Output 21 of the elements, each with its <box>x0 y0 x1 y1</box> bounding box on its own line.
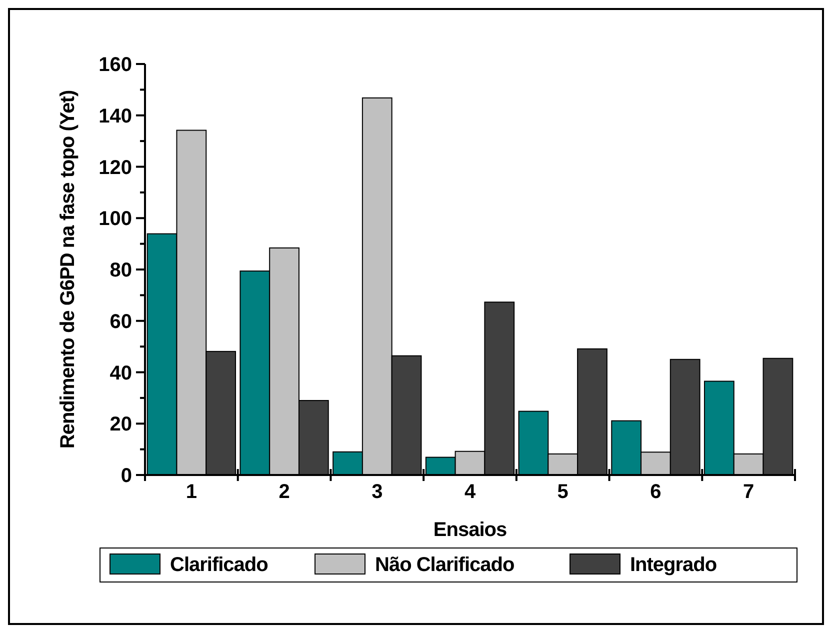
legend-label: Clarificado <box>170 554 268 576</box>
x-tick-label: 5 <box>557 481 568 503</box>
x-tick-label: 2 <box>278 481 290 503</box>
y-tick-label: 140 <box>98 105 132 128</box>
legend-label: Não Clarificado <box>375 554 514 576</box>
y-tick-label: 60 <box>110 310 132 333</box>
y-tick-label: 80 <box>110 260 132 282</box>
y-axis-title: Rendimento de G6PD na fase topo (Yet) <box>57 90 79 449</box>
x-tick-label: 7 <box>743 481 754 503</box>
x-tick-label: 1 <box>186 481 197 503</box>
y-tick-label: 160 <box>98 54 132 76</box>
y-tick-label: 20 <box>110 414 132 436</box>
x-tick-label: 3 <box>372 481 383 503</box>
y-tick-label: 120 <box>98 156 132 179</box>
legend-label: Integrado <box>630 554 717 576</box>
y-tick-label: 40 <box>110 362 132 384</box>
x-tick-label: 6 <box>650 481 662 503</box>
y-tick-label: 0 <box>120 465 132 487</box>
y-tick-label: 100 <box>98 208 132 230</box>
x-tick-label: 4 <box>464 481 476 503</box>
x-axis-title: Ensaios <box>433 519 507 541</box>
